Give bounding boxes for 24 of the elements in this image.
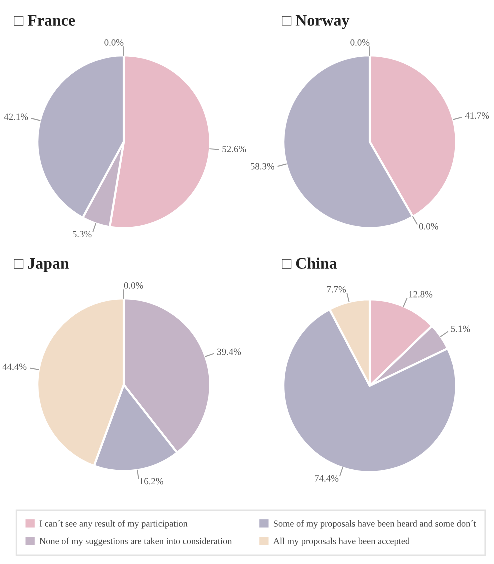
text: 0.0% [104,39,124,46]
text: 0.0% [350,39,370,46]
data-label: 58.3% [250,163,275,170]
chart-title: □ France [14,15,76,26]
legend-label: All my proposals have been accepted [273,538,410,546]
legend-label: Some of my proposals have been heard and some don´t [274,520,476,529]
data-label: 42.1% [4,114,28,120]
legend-label: I can´t see any result of my participation [40,520,188,529]
data-label: 5.3% [72,231,92,238]
chart-title: □ China [282,258,338,269]
chart-title: □ Norway [282,15,350,30]
legend-label: None of my suggestions are taken into consideration [40,538,232,546]
data-label: 5.1% [451,326,470,332]
text: 0.0% [419,223,438,230]
data-label: 41.7% [465,112,490,120]
data-label: 7.7% [327,286,346,293]
data-label: 12.8% [409,291,433,298]
data-label: 52.6% [222,146,246,152]
data-label: 39.4% [218,348,242,356]
text: 0.0% [124,282,144,289]
data-label: 44.4% [2,364,27,370]
data-label: 74.4% [315,475,339,482]
data-label: 16.2% [140,478,164,485]
chart-title: □ Japan [14,258,70,272]
